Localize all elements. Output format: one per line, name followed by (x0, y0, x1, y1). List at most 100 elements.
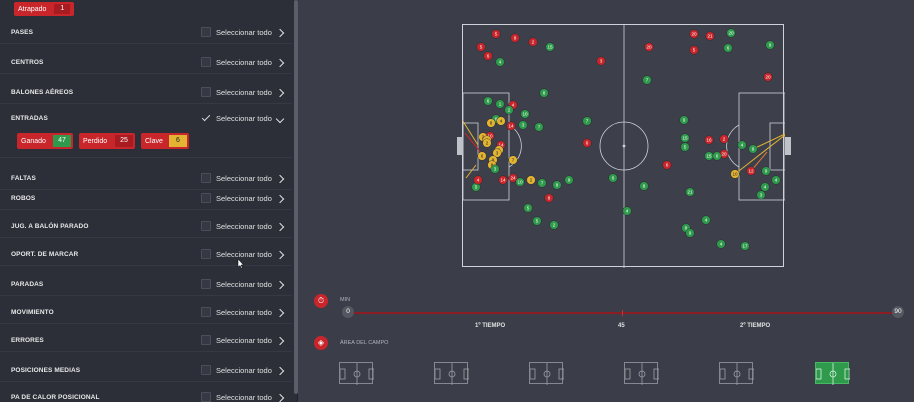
tackle-marker[interactable]: 9 (564, 175, 574, 185)
tackle-marker[interactable]: 7 (508, 155, 518, 165)
tackle-marker[interactable]: 8 (486, 118, 496, 128)
pitch-area-option[interactable] (624, 362, 659, 385)
tackle-marker[interactable]: 9 (748, 144, 758, 154)
tackle-marker[interactable]: 4 (760, 182, 770, 192)
tackle-marker[interactable]: 2 (549, 220, 559, 230)
tackle-marker[interactable]: 2 (528, 37, 538, 47)
tackle-marker[interactable]: 15 (545, 42, 555, 52)
tackle-marker[interactable]: 20 (644, 42, 654, 52)
category-row[interactable]: MOVIMIENTO Seleccionar todo (0, 298, 292, 324)
tackle-marker[interactable]: 15 (680, 133, 690, 143)
tackle-marker[interactable]: 2 (526, 175, 536, 185)
tackle-marker[interactable]: 10 (515, 177, 525, 187)
tackle-marker[interactable]: 5 (476, 42, 486, 52)
pitch-area-option[interactable] (434, 362, 469, 385)
tackle-marker[interactable]: 7 (537, 178, 547, 188)
tackle-marker[interactable]: 3 (518, 120, 528, 130)
pitch-area-option[interactable] (529, 362, 564, 385)
select-all-checkbox[interactable] (201, 57, 211, 67)
tackle-marker[interactable]: 14 (506, 121, 516, 131)
chevron-down-icon[interactable] (275, 114, 285, 124)
tackle-marker[interactable]: 6 (662, 160, 672, 170)
pitch-area-option[interactable] (719, 362, 754, 385)
filter-won-button[interactable]: Ganado 47 (17, 133, 73, 149)
tackle-marker[interactable]: 4 (622, 206, 632, 216)
chevron-right-icon[interactable] (275, 280, 285, 290)
tackle-marker[interactable]: 6 (483, 96, 493, 106)
category-row[interactable]: FALTAS Seleccionar todo (0, 164, 292, 190)
sidebar-scrollbar[interactable] (294, 0, 298, 394)
tackle-marker[interactable]: 21 (685, 187, 695, 197)
tackle-marker[interactable]: 4 (701, 215, 711, 225)
tackle-marker[interactable]: 20 (763, 72, 773, 82)
chevron-right-icon[interactable] (275, 28, 285, 38)
tackle-marker[interactable]: 5 (689, 45, 699, 55)
tackle-marker[interactable]: 5 (532, 216, 542, 226)
category-row[interactable]: ROBOS Seleccionar todo (0, 184, 292, 210)
tackle-marker[interactable]: 6 (483, 51, 493, 61)
chevron-right-icon[interactable] (275, 393, 285, 402)
pitch-area-option[interactable] (815, 362, 850, 385)
tackle-marker[interactable]: 7 (582, 116, 592, 126)
chevron-right-icon[interactable] (275, 366, 285, 376)
tackle-marker[interactable]: 24 (508, 173, 518, 183)
filter-lost-button[interactable]: Perdido 25 (79, 133, 135, 149)
tackle-marker[interactable]: 12 (746, 166, 756, 176)
tackle-marker[interactable]: 2 (719, 134, 729, 144)
select-all-checkbox[interactable] (201, 307, 211, 317)
select-all-checkbox[interactable] (201, 392, 211, 402)
category-row[interactable]: BALONES AÉREOS Seleccionar todo (0, 78, 292, 104)
select-all-checkbox[interactable] (201, 87, 211, 97)
tackle-marker[interactable]: 6 (712, 151, 722, 161)
tackle-marker[interactable]: 8 (510, 33, 520, 43)
tackle-marker[interactable]: 6 (582, 138, 592, 148)
select-all-checkbox[interactable] (201, 221, 211, 231)
tackle-marker[interactable]: 9 (679, 115, 689, 125)
tackle-marker[interactable]: 8 (552, 180, 562, 190)
tackle-marker[interactable]: 5 (523, 203, 533, 213)
tackle-marker[interactable]: 6 (723, 43, 733, 53)
tackle-marker[interactable]: 21 (705, 31, 715, 41)
tackle-marker[interactable]: 20 (726, 28, 736, 38)
category-row[interactable]: CENTROS Seleccionar todo (0, 48, 292, 74)
select-all-checkbox[interactable] (201, 193, 211, 203)
tackle-marker[interactable]: 7 (642, 75, 652, 85)
tackle-marker[interactable]: 5 (491, 29, 501, 39)
select-all-checkbox[interactable] (201, 279, 211, 289)
tackle-marker[interactable]: 3 (490, 164, 500, 174)
filter-key-button[interactable]: Clave 6 (141, 133, 189, 149)
tackle-marker[interactable]: 3 (596, 56, 606, 66)
select-all-checkbox[interactable] (201, 173, 211, 183)
tackle-marker[interactable]: 14 (498, 175, 508, 185)
chevron-right-icon[interactable] (275, 88, 285, 98)
tackle-marker[interactable]: 9 (765, 40, 775, 50)
tackle-marker[interactable]: 4 (473, 175, 483, 185)
category-row[interactable]: ERRORES Seleccionar todo (0, 326, 292, 352)
caught-filter-badge[interactable]: Atrapado 1 (14, 2, 75, 16)
chevron-right-icon[interactable] (275, 336, 285, 346)
category-row[interactable]: ENTRADAS Seleccionar todo (0, 106, 292, 158)
timeline-track[interactable] (354, 310, 892, 316)
tackle-marker[interactable]: 8 (539, 88, 549, 98)
tackle-marker[interactable]: 9 (685, 228, 695, 238)
tackle-marker[interactable]: 10 (520, 109, 530, 119)
tackle-marker[interactable]: 4 (496, 116, 506, 126)
select-all-checkbox[interactable] (201, 113, 211, 123)
tackle-marker[interactable]: 8 (639, 181, 649, 191)
tackle-marker[interactable]: 4 (716, 239, 726, 249)
tackle-marker[interactable]: 9 (761, 166, 771, 176)
category-row[interactable]: PASES Seleccionar todo (0, 18, 292, 44)
category-row[interactable]: JUG. A BALÓN PARADO Seleccionar todo (0, 212, 292, 238)
select-all-checkbox[interactable] (201, 27, 211, 37)
tackle-marker[interactable]: 7 (534, 122, 544, 132)
tackle-marker[interactable]: 6 (608, 173, 618, 183)
pitch-area-option[interactable] (339, 362, 374, 385)
chevron-right-icon[interactable] (275, 222, 285, 232)
chevron-right-icon[interactable] (275, 308, 285, 318)
chevron-right-icon[interactable] (275, 58, 285, 68)
timeline-start-handle[interactable]: 0 (342, 306, 354, 318)
tackle-marker[interactable]: 4 (771, 175, 781, 185)
tackle-marker[interactable]: 2 (504, 105, 514, 115)
tackle-marker[interactable]: 2 (482, 138, 492, 148)
chevron-right-icon[interactable] (275, 250, 285, 260)
